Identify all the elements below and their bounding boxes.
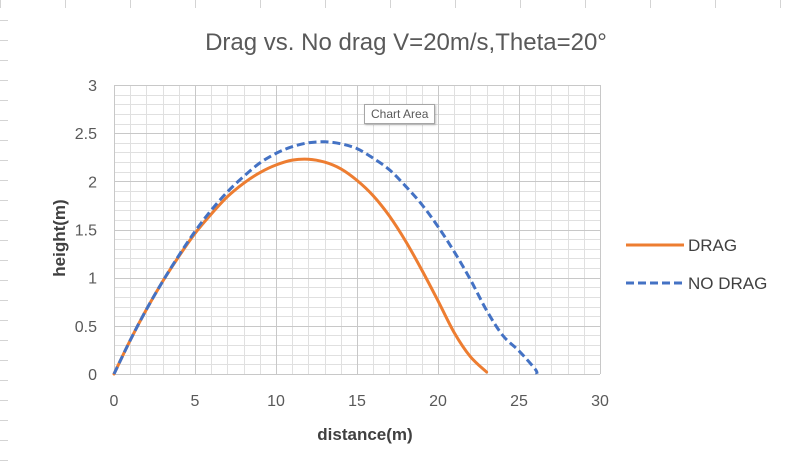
chart-svg: Drag vs. No drag V=20m/s,Theta=20° 0 5 10 1… [50, 29, 767, 444]
y-tick-label: 1.5 [75, 223, 97, 240]
x-tick-label: 25 [510, 393, 528, 410]
x-axis-title: distance(m) [317, 425, 412, 444]
major-gridlines [114, 85, 601, 375]
y-tick-label: 0 [88, 367, 97, 384]
y-tick-label: 2 [88, 174, 97, 191]
x-tick-label: 10 [267, 393, 285, 410]
x-tick-label: 5 [191, 393, 200, 410]
legend[interactable]: DRAG NO DRAG [626, 236, 767, 293]
series-line-drag [112, 157, 489, 376]
series-line-no-drag [112, 140, 539, 375]
chart-area[interactable]: Drag vs. No drag V=20m/s,Theta=20° 0 5 10 1… [8, 8, 790, 469]
y-tick-label: 2.5 [75, 126, 97, 143]
chart-title: Drag vs. No drag V=20m/s,Theta=20° [205, 29, 607, 56]
plot-series [112, 140, 539, 376]
y-axis-tick-labels: 0 0.5 1 1.5 2 2.5 3 [75, 78, 97, 384]
legend-label-drag: DRAG [688, 236, 737, 255]
y-axis-title: height(m) [50, 199, 69, 276]
chart-area-tooltip: Chart Area [364, 104, 436, 124]
y-tick-label: 0.5 [75, 319, 97, 336]
legend-label-no-drag: NO DRAG [688, 274, 767, 293]
x-tick-label: 20 [429, 393, 447, 410]
x-tick-label: 0 [110, 393, 119, 410]
x-axis-tick-labels: 0 5 10 15 20 25 30 [110, 393, 609, 410]
y-tick-label: 1 [88, 271, 97, 288]
y-tick-label: 3 [88, 78, 97, 95]
x-tick-label: 30 [591, 393, 609, 410]
x-tick-label: 15 [348, 393, 366, 410]
